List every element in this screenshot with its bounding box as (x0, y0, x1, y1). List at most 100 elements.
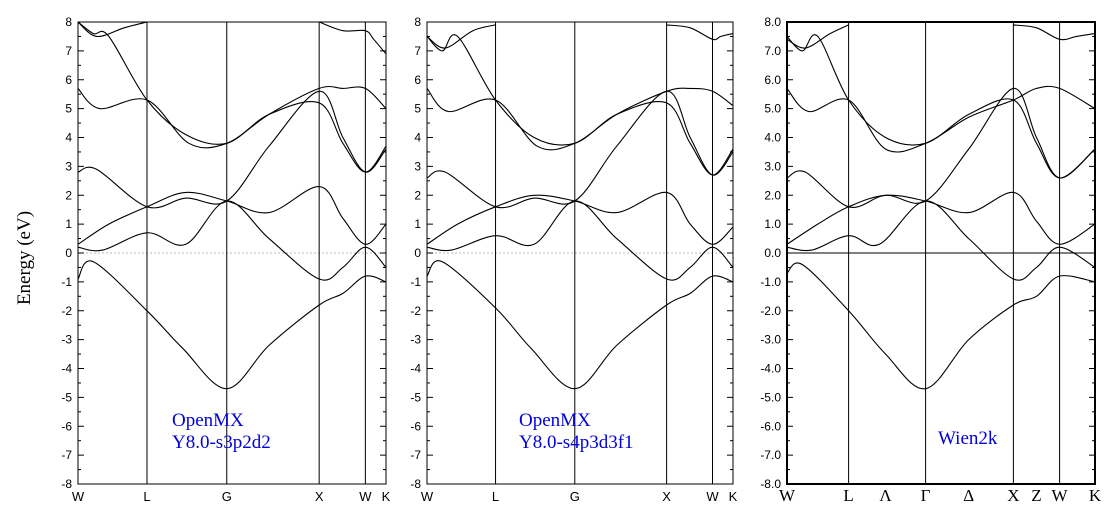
y-tick-label: 2.0 (764, 188, 781, 202)
kpoint-label: W (421, 489, 434, 504)
y-tick-label: -5 (410, 390, 421, 404)
band-line-3 (427, 191, 733, 245)
band-line-7 (427, 24, 496, 49)
panel-annotation: Wien2k (938, 428, 998, 449)
y-tick-label: 4 (414, 131, 421, 145)
kpoint-label: Λ (879, 486, 892, 505)
y-tick-label: 7 (65, 44, 72, 58)
band-line-7 (78, 22, 148, 37)
kpoint-label: W (779, 486, 796, 505)
y-tick-label: -8 (410, 477, 421, 491)
kpoint-label: L (843, 486, 853, 505)
band-line-2 (427, 200, 733, 281)
y-tick-label: 8.0 (764, 15, 781, 29)
y-tick-label: -5 (61, 390, 72, 404)
y-tick-label: -6 (61, 419, 72, 433)
band-line-5 (787, 85, 1095, 153)
y-tick-label: -6.0 (760, 419, 781, 433)
kpoint-label: W (72, 489, 85, 504)
y-tick-label: -1 (61, 275, 72, 289)
y-tick-label: -8 (61, 477, 72, 491)
y-tick-label: -4 (61, 362, 72, 376)
y-tick-label: -4 (410, 362, 421, 376)
plot-frame (77, 21, 387, 485)
kpoint-label: X (1007, 486, 1019, 505)
panel-annotation: OpenMX (172, 410, 244, 431)
y-tick-label: 5.0 (764, 102, 781, 116)
y-tick-label: 1 (414, 217, 421, 231)
band-line-6 (78, 22, 386, 173)
kpoint-label: K (729, 489, 738, 504)
y-tick-label: -7 (61, 448, 72, 462)
band-line-4 (787, 87, 1095, 209)
band-line-1 (787, 262, 1095, 390)
band-line-4 (427, 90, 733, 209)
kpoint-label: G (570, 489, 580, 504)
band-line-8 (1013, 24, 1095, 41)
y-tick-label: -4.0 (760, 362, 781, 376)
y-tick-label: 5 (65, 102, 72, 116)
band-line-2 (787, 200, 1095, 281)
band-line-4 (78, 90, 386, 209)
band-line-7 (787, 24, 849, 49)
kpoint-label: Z (1031, 486, 1041, 505)
y-tick-label: -3.0 (760, 333, 781, 347)
y-tick-label: 0 (65, 246, 72, 260)
kpoint-label: W (1052, 486, 1069, 505)
band-line-6 (427, 34, 733, 176)
y-tick-label: 6 (65, 73, 72, 87)
panel-annotation: OpenMX (519, 410, 591, 431)
band-line-1 (78, 260, 386, 390)
y-tick-label: 4 (65, 131, 72, 145)
kpoint-label: L (143, 489, 150, 504)
kpoint-label: W (706, 489, 719, 504)
band-line-8 (666, 24, 733, 41)
band-line-8 (319, 22, 386, 55)
y-tick-label: -3 (410, 333, 421, 347)
band-line-3 (78, 186, 386, 245)
y-tick-label: -2.0 (760, 304, 781, 318)
y-tick-label: -5.0 (760, 390, 781, 404)
y-tick-label: 2 (65, 188, 72, 202)
y-tick-label: -3 (61, 333, 72, 347)
y-tick-label: -1.0 (760, 275, 781, 289)
band-line-2 (78, 200, 386, 281)
band-line-1 (427, 260, 733, 390)
y-tick-label: 8 (65, 15, 72, 29)
y-tick-label: 6 (414, 73, 421, 87)
y-tick-label: 0 (414, 246, 421, 260)
y-tick-label: 3 (65, 159, 72, 173)
y-tick-label: 0.0 (764, 246, 781, 260)
kpoint-label: X (315, 489, 324, 504)
panel-annotation: Y8.0-s3p2d2 (172, 432, 271, 453)
y-tick-label: -1 (410, 275, 421, 289)
kpoint-label: K (382, 489, 391, 504)
y-tick-label: 3 (414, 159, 421, 173)
band-line-6 (787, 34, 1095, 179)
y-tick-label: 7.0 (764, 44, 781, 58)
plot-frame (786, 21, 1096, 485)
kpoint-label: L (492, 489, 499, 504)
y-tick-label: -2 (410, 304, 421, 318)
panel-3: -8.0 -7.0 -6.0 -5.0 -4.0 -3.0 -2.0 -1.0 0.0 1.0 2.… (760, 15, 1102, 505)
y-tick-label: 2 (414, 188, 421, 202)
band-line-3 (787, 191, 1095, 245)
y-tick-label: 4.0 (764, 131, 781, 145)
plot-frame (426, 21, 734, 485)
y-tick-label: 5 (414, 102, 421, 116)
y-tick-label: 1.0 (764, 217, 781, 231)
panel-annotation: Y8.0-s4p3d3f1 (519, 432, 634, 453)
kpoint-label: Δ (963, 486, 974, 505)
y-tick-label: -8.0 (760, 477, 781, 491)
kpoint-label: K (1089, 486, 1102, 505)
kpoint-label: X (662, 489, 671, 504)
y-tick-label: -7 (410, 448, 421, 462)
y-tick-label: -6 (410, 419, 421, 433)
y-tick-label: 3.0 (764, 159, 781, 173)
y-tick-label: 7 (414, 44, 421, 58)
y-tick-label: 1 (65, 217, 72, 231)
